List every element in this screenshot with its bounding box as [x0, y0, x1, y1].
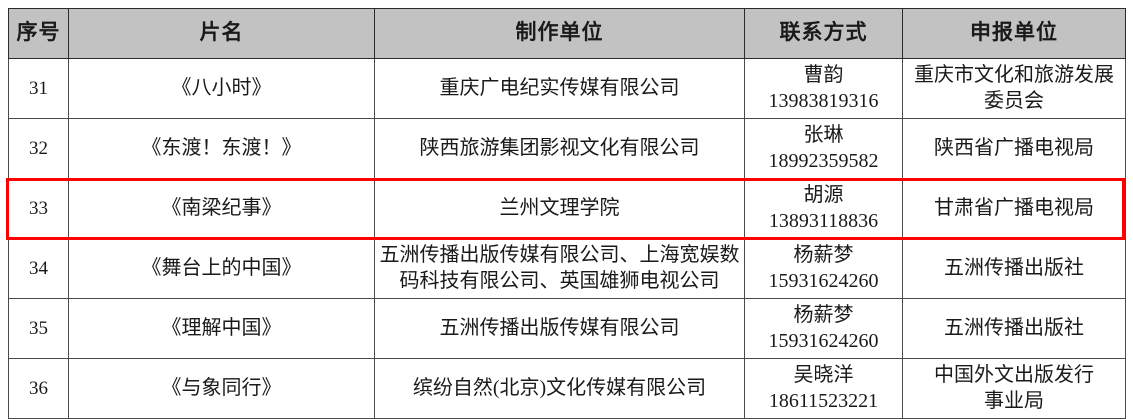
seq-value: 31 — [29, 77, 48, 99]
cell-seq: 34 — [8, 238, 69, 299]
applicant-lines: 五洲传播出版社 — [907, 256, 1121, 282]
producer-lines: 五洲传播出版传媒有限公司、上海宽娱数 码科技有限公司、英国雄狮电视公司 — [379, 243, 740, 294]
cell-title: 《东渡！东渡！》 — [68, 118, 375, 179]
producer-line: 五洲传播出版传媒有限公司 — [439, 316, 680, 339]
contact-phone: 15931624260 — [768, 329, 879, 352]
cell-contact: 吴晓洋 18611523221 — [744, 358, 903, 419]
column-header-contact: 联系方式 — [744, 8, 903, 59]
cell-applicant: 五洲传播出版社 — [902, 298, 1126, 359]
producer-line: 码科技有限公司、英国雄狮电视公司 — [399, 269, 720, 292]
applicant-line: 五洲传播出版社 — [944, 256, 1084, 279]
applicant-line: 陕西省广播电视局 — [934, 136, 1094, 159]
column-header-title: 片名 — [68, 8, 375, 59]
producer-line: 五洲传播出版传媒有限公司、上海宽娱数 — [379, 243, 740, 266]
applicant-line: 事业局 — [984, 389, 1044, 412]
seq-value: 36 — [29, 377, 48, 399]
cell-producer: 陕西旅游集团影视文化有限公司 — [374, 118, 745, 179]
producer-lines: 陕西旅游集团影视文化有限公司 — [379, 136, 740, 162]
cell-title: 《八小时》 — [68, 58, 375, 119]
contact-phone: 18611523221 — [768, 389, 879, 412]
contact-phone: 13893118836 — [768, 209, 879, 232]
column-header-applicant: 申报单位 — [902, 8, 1126, 59]
cell-seq: 31 — [8, 58, 69, 119]
cell-producer: 重庆广电纪实传媒有限公司 — [374, 58, 745, 119]
seq-value: 33 — [29, 197, 48, 219]
applicant-line: 重庆市文化和旅游发展 — [914, 63, 1114, 86]
cell-applicant: 陕西省广播电视局 — [902, 118, 1126, 179]
document-page: 序号 片名 制作单位 联系方式 申报单位 31 《八小时》 重庆广电纪实传媒有限公司… — [6, 8, 1126, 419]
cell-title: 《舞台上的中国》 — [68, 238, 375, 299]
cell-producer: 五洲传播出版传媒有限公司 — [374, 298, 745, 359]
contact-name: 杨薪梦 — [793, 303, 854, 326]
cell-applicant: 中国外文出版发行 事业局 — [902, 358, 1126, 419]
table-header: 序号 片名 制作单位 联系方式 申报单位 — [8, 8, 1126, 59]
cell-producer: 缤纷自然(北京)文化传媒有限公司 — [374, 358, 745, 419]
producer-line: 重庆广电纪实传媒有限公司 — [439, 76, 680, 99]
contact-phone: 13983819316 — [768, 89, 879, 112]
producer-line: 兰州文理学院 — [499, 196, 620, 219]
cell-applicant: 重庆市文化和旅游发展 委员会 — [902, 58, 1126, 119]
cell-producer: 兰州文理学院 — [374, 178, 745, 239]
cell-title: 《南梁纪事》 — [68, 178, 375, 239]
contact-name: 曹韵 — [803, 63, 844, 86]
table-body: 31 《八小时》 重庆广电纪实传媒有限公司 曹韵 13983819316 重庆市文化和旅游… — [8, 58, 1126, 419]
table-row: 36 《与象同行》 缤纷自然(北京)文化传媒有限公司 吴晓洋 18611523221 中国… — [8, 358, 1126, 419]
cell-applicant: 甘肃省广播电视局 — [902, 178, 1126, 239]
applicant-lines: 陕西省广播电视局 — [907, 136, 1121, 162]
cell-producer: 五洲传播出版传媒有限公司、上海宽娱数 码科技有限公司、英国雄狮电视公司 — [374, 238, 745, 299]
column-header-producer: 制作单位 — [374, 8, 745, 59]
table-row: 31 《八小时》 重庆广电纪实传媒有限公司 曹韵 13983819316 重庆市文化和旅游… — [8, 58, 1126, 119]
cell-title: 《与象同行》 — [68, 358, 375, 419]
cell-contact: 曹韵 13983819316 — [744, 58, 903, 119]
table-row: 35 《理解中国》 五洲传播出版传媒有限公司 杨薪梦 15931624260 五洲传播出版… — [8, 298, 1126, 359]
contact-name: 胡源 — [803, 183, 844, 206]
producer-lines: 兰州文理学院 — [379, 196, 740, 222]
cell-seq: 36 — [8, 358, 69, 419]
table-row: 34 《舞台上的中国》 五洲传播出版传媒有限公司、上海宽娱数 码科技有限公司、英国雄狮… — [8, 238, 1126, 299]
cell-title: 《理解中国》 — [68, 298, 375, 359]
contact-name: 吴晓洋 — [793, 363, 854, 386]
film-submission-table: 序号 片名 制作单位 联系方式 申报单位 31 《八小时》 重庆广电纪实传媒有限公司… — [8, 8, 1126, 419]
seq-value: 34 — [29, 257, 48, 279]
cell-contact: 杨薪梦 15931624260 — [744, 298, 903, 359]
contact-phone: 18992359582 — [768, 149, 879, 172]
cell-contact: 张琳 18992359582 — [744, 118, 903, 179]
applicant-lines: 中国外文出版发行 事业局 — [907, 363, 1121, 414]
seq-value: 32 — [29, 137, 48, 159]
cell-contact: 杨薪梦 15931624260 — [744, 238, 903, 299]
applicant-line: 五洲传播出版社 — [944, 316, 1084, 339]
cell-applicant: 五洲传播出版社 — [902, 238, 1126, 299]
producer-lines: 缤纷自然(北京)文化传媒有限公司 — [379, 376, 740, 402]
contact-name: 杨薪梦 — [793, 243, 854, 266]
table-row: 32 《东渡！东渡！》 陕西旅游集团影视文化有限公司 张琳 18992359582 陕西省… — [8, 118, 1126, 179]
contact-phone: 15931624260 — [768, 269, 879, 292]
applicant-line: 甘肃省广播电视局 — [934, 196, 1094, 219]
cell-seq: 32 — [8, 118, 69, 179]
producer-line: 陕西旅游集团影视文化有限公司 — [419, 136, 700, 159]
applicant-lines: 五洲传播出版社 — [907, 316, 1121, 342]
column-header-seq: 序号 — [8, 8, 69, 59]
applicant-line: 委员会 — [984, 89, 1044, 112]
producer-lines: 重庆广电纪实传媒有限公司 — [379, 76, 740, 102]
table-header-row: 序号 片名 制作单位 联系方式 申报单位 — [8, 8, 1126, 59]
producer-line: 缤纷自然(北京)文化传媒有限公司 — [412, 376, 707, 399]
cell-seq: 33 — [8, 178, 69, 239]
cell-contact: 胡源 13893118836 — [744, 178, 903, 239]
cell-seq: 35 — [8, 298, 69, 359]
producer-lines: 五洲传播出版传媒有限公司 — [379, 316, 740, 342]
applicant-line: 中国外文出版发行 — [934, 363, 1094, 386]
seq-value: 35 — [29, 317, 48, 339]
contact-name: 张琳 — [803, 123, 844, 146]
applicant-lines: 甘肃省广播电视局 — [907, 196, 1121, 222]
applicant-lines: 重庆市文化和旅游发展 委员会 — [907, 63, 1121, 114]
table-row: 33 《南梁纪事》 兰州文理学院 胡源 13893118836 甘肃省广播电视局 — [8, 178, 1126, 239]
